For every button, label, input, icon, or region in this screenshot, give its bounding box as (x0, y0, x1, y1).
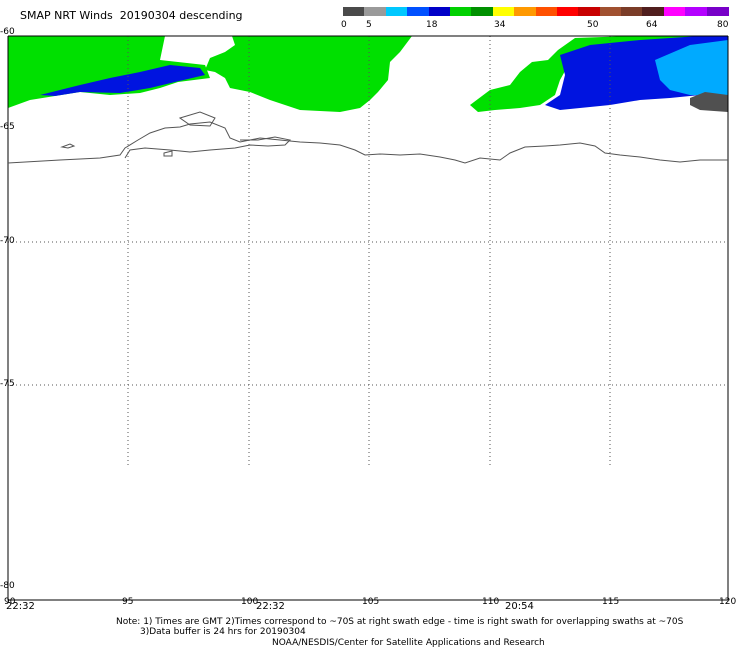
swath-time-3: 20:54 (505, 601, 534, 612)
colorbar-segment (385, 7, 408, 16)
colorbar-segment (407, 7, 430, 16)
colorbar-segment (663, 7, 686, 16)
grid-lines (8, 36, 728, 465)
wind-swaths (8, 36, 728, 112)
lat-label-80: -80 (0, 581, 15, 591)
lon-label-120: 120 (719, 597, 737, 607)
lon-label-105: 105 (362, 597, 380, 607)
lon-label-95: 95 (122, 597, 134, 607)
lat-label-65: -65 (0, 122, 15, 132)
lat-label-60: -60 (0, 27, 15, 37)
lon-label-110: 110 (482, 597, 500, 607)
colorbar-segment (706, 7, 729, 16)
wind-swath-light-blue (655, 40, 728, 95)
antarctica-coastline (7, 111, 728, 164)
lat-label-70: -70 (0, 236, 15, 246)
lon-label-100: 100 (241, 597, 259, 607)
colorbar-label-34: 34 (494, 20, 506, 30)
colorbar-segment (556, 7, 579, 16)
colorbar-segment (599, 7, 622, 16)
note-line-2: 3)Data buffer is 24 hrs for 20190304 (140, 627, 306, 637)
colorbar-segment (685, 7, 708, 16)
lon-label-115: 115 (602, 597, 620, 607)
swath-time-2: 22:32 (256, 601, 285, 612)
swath-time-1: 22:32 (6, 601, 35, 612)
colorbar-segment (535, 7, 558, 16)
lat-label-75: -75 (0, 379, 15, 389)
colorbar-label-18: 18 (426, 20, 438, 30)
note-line-1: Note: 1) Times are GMT 2)Times correspon… (116, 617, 684, 627)
colorbar-segment (428, 7, 451, 16)
wind-swath-green-middle (205, 36, 412, 112)
wind-swath-blue-left (40, 65, 205, 96)
colorbar-label-0: 0 (341, 20, 347, 30)
colorbar-label-5: 5 (366, 20, 372, 30)
colorbar-segment (343, 7, 365, 16)
colorbar-label-80: 80 (717, 20, 729, 30)
wind-swath-dark (690, 92, 728, 112)
map-title: SMAP NRT Winds 20190304 descending (20, 9, 243, 22)
note-line-3: NOAA/NESDIS/Center for Satellite Applica… (272, 638, 545, 648)
colorbar-segment (514, 7, 537, 16)
colorbar-label-64: 64 (646, 20, 658, 30)
colorbar-segment (364, 7, 387, 16)
colorbar-segment (449, 7, 472, 16)
colorbar-segment (492, 7, 515, 16)
colorbar-segment (471, 7, 494, 16)
colorbar-segment (578, 7, 601, 16)
colorbar-label-50: 50 (587, 20, 599, 30)
map-frame (7, 35, 729, 601)
wind-swath-green-left (8, 36, 210, 108)
colorbar-segment (642, 7, 665, 16)
lon-label-90: 90 (4, 597, 16, 607)
colorbar-segment (621, 7, 644, 16)
wind-swath-green-right (470, 36, 700, 112)
